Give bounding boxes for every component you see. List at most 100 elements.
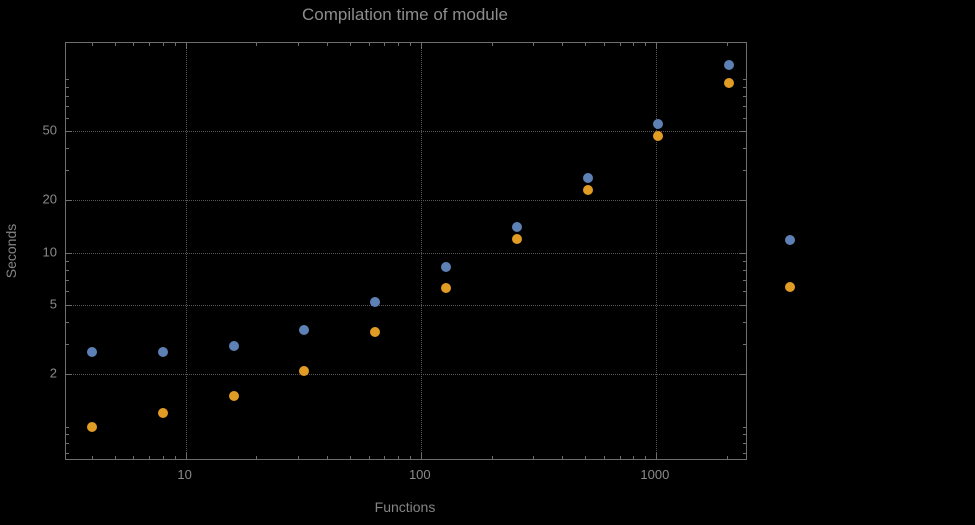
axis-tick bbox=[743, 321, 746, 323]
axis-tick bbox=[66, 434, 69, 436]
axis-tick bbox=[740, 374, 746, 376]
axis-tick bbox=[66, 291, 69, 293]
axis-tick bbox=[66, 86, 69, 88]
axis-tick bbox=[645, 456, 647, 459]
axis-tick bbox=[740, 252, 746, 254]
data-point-orange bbox=[582, 184, 593, 195]
data-point-orange bbox=[511, 234, 522, 244]
axis-tick bbox=[633, 43, 635, 46]
gridline-vertical bbox=[655, 43, 657, 459]
axis-tick bbox=[398, 43, 399, 46]
axis-tick bbox=[743, 95, 746, 97]
axis-tick bbox=[368, 43, 370, 46]
axis-tick bbox=[92, 43, 93, 46]
axis-tick bbox=[256, 43, 258, 46]
axis-tick bbox=[740, 305, 746, 306]
axis-tick bbox=[174, 456, 176, 459]
axis-tick bbox=[256, 456, 258, 459]
axis-tick bbox=[619, 456, 621, 459]
axis-tick bbox=[66, 279, 69, 281]
data-point-blue bbox=[441, 261, 451, 272]
axis-tick bbox=[66, 95, 69, 97]
gridline-vertical bbox=[185, 43, 187, 459]
axis-tick bbox=[66, 269, 69, 271]
axis-tick bbox=[66, 374, 72, 376]
axis-tick bbox=[743, 343, 746, 345]
axis-tick bbox=[655, 453, 657, 459]
data-point-blue bbox=[511, 222, 522, 233]
x-tick-label: 10 bbox=[177, 467, 192, 482]
axis-tick bbox=[743, 279, 746, 281]
axis-tick bbox=[350, 43, 351, 46]
axis-tick bbox=[743, 78, 746, 80]
axis-tick bbox=[743, 148, 746, 150]
axis-tick bbox=[743, 453, 746, 455]
axis-tick bbox=[66, 260, 69, 262]
axis-tick bbox=[66, 200, 72, 202]
axis-tick bbox=[66, 305, 72, 306]
y-tick-label: 50 bbox=[42, 122, 57, 138]
axis-tick bbox=[185, 453, 187, 459]
axis-tick bbox=[66, 169, 69, 171]
data-point-blue bbox=[87, 346, 97, 357]
y-tick-label: 2 bbox=[49, 365, 57, 381]
axis-tick bbox=[619, 43, 621, 46]
x-tick-label: 1000 bbox=[640, 467, 670, 482]
y-tick-label: 20 bbox=[42, 191, 57, 207]
axis-tick bbox=[562, 456, 564, 459]
axis-tick bbox=[368, 456, 370, 459]
axis-tick bbox=[297, 43, 299, 46]
axis-tick bbox=[420, 453, 422, 459]
chart-title: Compilation time of module bbox=[302, 5, 508, 24]
axis-tick bbox=[603, 456, 605, 459]
axis-tick bbox=[562, 43, 564, 46]
axis-tick bbox=[655, 43, 657, 49]
legend-marker-blue bbox=[785, 235, 795, 245]
axis-tick bbox=[491, 456, 493, 459]
axis-tick bbox=[327, 43, 329, 46]
data-point-blue bbox=[299, 324, 310, 335]
axis-tick bbox=[149, 43, 151, 46]
data-point-orange bbox=[157, 407, 168, 418]
axis-tick bbox=[410, 456, 411, 459]
y-tick-label: 5 bbox=[49, 296, 57, 312]
axis-tick bbox=[726, 456, 728, 459]
axis-tick bbox=[743, 260, 746, 262]
plot-area bbox=[65, 42, 747, 460]
axis-tick bbox=[133, 456, 135, 459]
axis-tick bbox=[185, 43, 187, 49]
data-point-blue bbox=[228, 341, 239, 352]
gridline-horizontal bbox=[66, 374, 746, 376]
axis-tick bbox=[297, 456, 299, 459]
legend-marker-orange bbox=[785, 282, 795, 292]
axis-tick bbox=[174, 43, 176, 46]
data-point-orange bbox=[228, 390, 239, 401]
axis-tick bbox=[726, 43, 728, 46]
axis-tick bbox=[743, 291, 746, 293]
data-point-orange bbox=[724, 77, 735, 88]
axis-tick bbox=[743, 105, 746, 107]
gridline-horizontal bbox=[66, 252, 746, 254]
axis-tick bbox=[743, 426, 746, 428]
axis-tick bbox=[603, 43, 605, 46]
axis-tick bbox=[162, 43, 164, 46]
axis-tick bbox=[133, 43, 135, 46]
axis-tick bbox=[327, 456, 329, 459]
data-point-orange bbox=[87, 421, 97, 432]
axis-tick bbox=[92, 456, 93, 459]
axis-tick bbox=[66, 78, 69, 80]
data-point-blue bbox=[653, 119, 664, 130]
y-tick-label: 10 bbox=[42, 244, 57, 260]
axis-tick bbox=[585, 43, 587, 46]
axis-tick bbox=[66, 131, 72, 133]
axis-tick bbox=[645, 43, 647, 46]
axis-tick bbox=[743, 117, 746, 119]
gridline-horizontal bbox=[66, 131, 746, 133]
axis-tick bbox=[533, 43, 534, 46]
axis-tick bbox=[384, 43, 386, 46]
axis-tick bbox=[66, 343, 69, 345]
axis-tick bbox=[114, 43, 116, 46]
axis-tick bbox=[162, 456, 164, 459]
axis-tick bbox=[740, 131, 746, 133]
axis-tick bbox=[149, 456, 151, 459]
